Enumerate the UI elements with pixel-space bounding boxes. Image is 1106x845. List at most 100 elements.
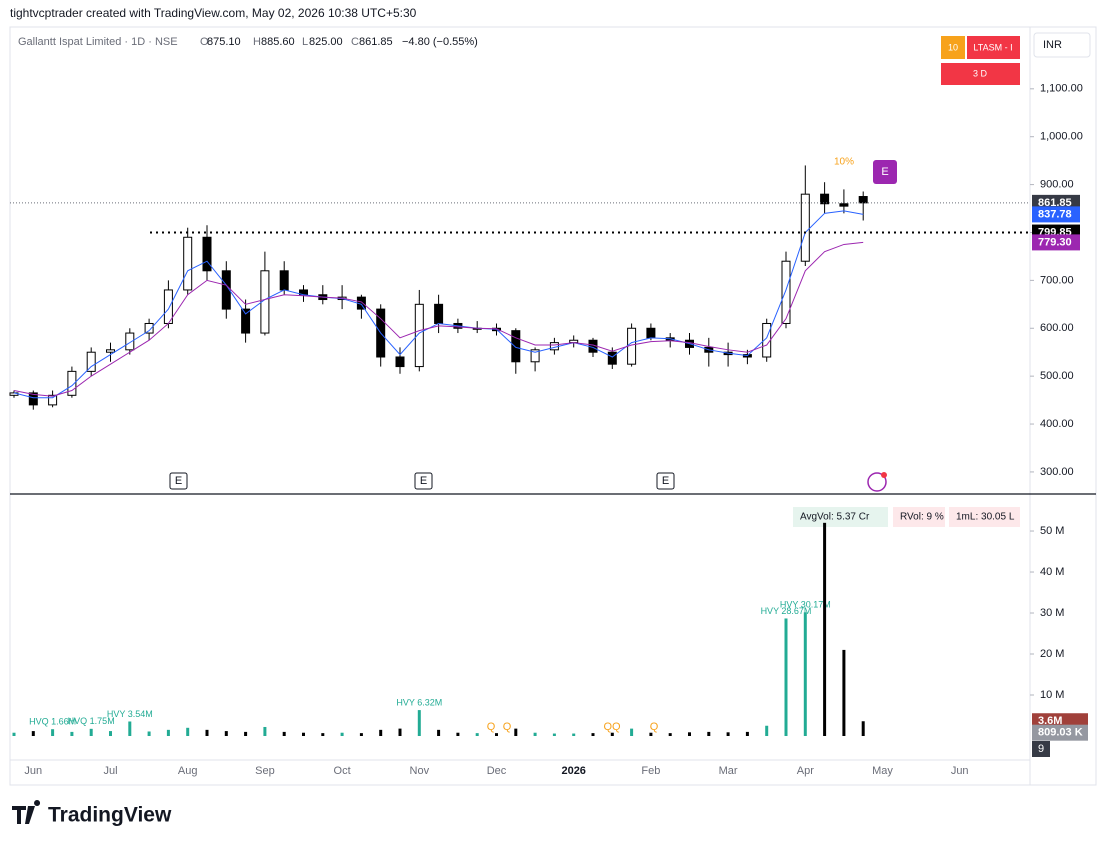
candle-body: [221, 270, 231, 310]
info: AvgVol: 5.37 Cr: [800, 512, 870, 523]
x-tick-label: 2026: [561, 765, 585, 777]
ohlc-label: L: [302, 36, 308, 48]
q-marker: Q: [650, 721, 659, 733]
x-tick-label: Dec: [487, 765, 507, 777]
volume-bar: [282, 731, 286, 736]
badge: [967, 36, 1020, 59]
price-label: 3.6M: [1038, 715, 1062, 727]
event-dot: [881, 472, 887, 478]
candle-body: [511, 330, 521, 363]
candle-body: [183, 236, 193, 291]
volume-bar: [70, 731, 74, 736]
earnings-box: [414, 472, 433, 490]
badge-text: LTASM - I: [973, 42, 1012, 52]
value-label: HVY 30.17M: [780, 600, 831, 610]
volume-bar: [244, 731, 248, 736]
volume-bar: [649, 732, 653, 736]
volume-bar: [456, 732, 460, 736]
y-tick-label: 50 M: [1040, 525, 1064, 537]
x-tick-label: Mar: [719, 765, 738, 777]
candle-body: [125, 332, 135, 351]
value-label: HVY 6.32M: [396, 697, 442, 707]
logo: TradingView: [48, 804, 172, 827]
y-tick-label: 400.00: [1040, 418, 1074, 430]
earnings: E: [881, 166, 888, 178]
frame: [9, 26, 1097, 786]
volume-bar: [51, 729, 55, 736]
volume-bar: [688, 732, 691, 736]
earnings-markers: E E E E: [169, 160, 897, 492]
x-tick-label: Jun: [951, 765, 969, 777]
candle-body: [86, 351, 96, 372]
volume-bar: [147, 731, 151, 736]
volume-bar: [340, 732, 344, 736]
ohlc-label: H: [253, 36, 261, 48]
candle-body: [106, 349, 115, 353]
candle-body: [839, 203, 849, 207]
y-tick-label: 40 M: [1040, 566, 1064, 578]
volume-bar: [475, 733, 479, 736]
currency-box[interactable]: [1033, 32, 1091, 58]
price-label: 861.85: [1038, 197, 1072, 209]
candle-body: [279, 270, 289, 291]
value-label: HVQ 1.66M: [29, 717, 76, 727]
price-label: 809.03 K: [1038, 727, 1083, 739]
x-tick-label: Aug: [178, 765, 198, 777]
moving-average: [13, 210, 864, 399]
x-tick-label: Apr: [797, 765, 814, 777]
volume-bar: [31, 731, 35, 736]
event-icon: [867, 472, 887, 492]
candle-body: [800, 193, 810, 262]
earnings-box: [169, 472, 188, 490]
x-tick-label: May: [872, 765, 893, 777]
price-label-box: [1032, 234, 1080, 251]
candle-body: [241, 308, 251, 334]
x-tick-label: Oct: [334, 765, 351, 777]
legend-title: Gallantt Ispat Limited · 1D · NSE: [18, 36, 178, 48]
y-tick-label: 30 M: [1040, 607, 1064, 619]
ohlc-label: C: [351, 36, 359, 48]
ohlc-value: 825.00: [309, 36, 343, 48]
volume-bar: [379, 729, 383, 736]
legend: Gallantt Ispat Limited · 1D · NSE O 875.…: [18, 36, 478, 48]
q-marker: QQ: [603, 721, 621, 733]
volume-bar: [186, 727, 190, 736]
badge-text: 10: [948, 42, 958, 52]
logo-icon: [12, 800, 41, 824]
candle-body: [414, 303, 424, 368]
volume-bar: [166, 729, 170, 736]
badge: [941, 36, 965, 59]
volume-bar: [610, 732, 614, 736]
change: −4.80 (−0.55%): [402, 36, 478, 48]
badge-text: 3 D: [973, 68, 988, 78]
volume-bar: [726, 732, 730, 736]
volume-bar: [552, 733, 556, 736]
x-tick-label: Feb: [641, 765, 660, 777]
volume-bar: [765, 725, 769, 736]
candle-body: [67, 370, 77, 396]
candle-body: [395, 356, 405, 368]
volume-bar: [514, 728, 518, 736]
volume-bar: [861, 721, 865, 736]
y-tick-label: 600.00: [1040, 322, 1074, 334]
y-tick-label: 1,000.00: [1040, 131, 1083, 143]
volume-bar: [89, 728, 93, 736]
candle-body: [607, 351, 617, 365]
header: tightvcptrader created with TradingView.…: [10, 6, 417, 20]
candle-body: [144, 322, 154, 334]
info-box: [893, 507, 945, 527]
ohlc-value: 885.60: [261, 36, 295, 48]
volume-bar: [823, 522, 827, 736]
rvol-badge-box: [1032, 741, 1050, 757]
currency[interactable]: INR: [1043, 39, 1062, 51]
volume-bar: [668, 733, 672, 736]
volume-bar: [803, 612, 807, 736]
volume-bar: [437, 729, 441, 736]
candle-body: [202, 236, 212, 272]
earnings: E: [662, 475, 669, 487]
x-tick-label: Jul: [103, 765, 117, 777]
candle-body: [28, 392, 38, 406]
candle-body: [781, 260, 791, 324]
candle-body: [434, 303, 444, 324]
